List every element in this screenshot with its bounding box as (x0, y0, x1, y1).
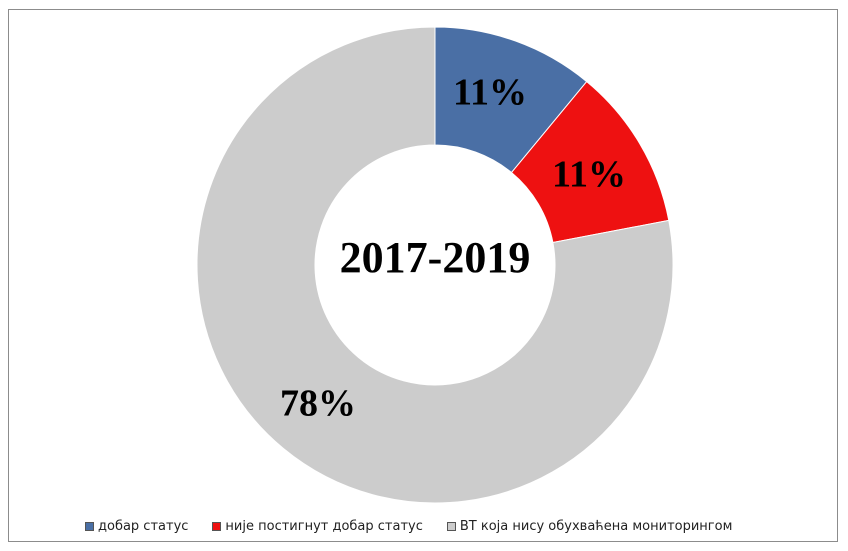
center-label: 2017-2019 (340, 233, 531, 282)
legend: добар статус није постигнут добар статус… (85, 516, 756, 536)
slice-label-2: 78% (280, 383, 356, 425)
legend-swatch-2 (446, 521, 456, 531)
legend-label-2: ВТ која нису обухваћена мониторингом (459, 518, 733, 534)
slice-label-1: 11% (552, 154, 626, 196)
legend-swatch-0 (85, 521, 94, 531)
donut-slice-2 (196, 26, 674, 504)
legend-label-1: није постигнут добар статус (225, 518, 423, 534)
legend-swatch-1 (212, 521, 222, 531)
legend-item-not-monitored: ВТ која нису обухваћена мониторингом (446, 518, 733, 534)
legend-item-good-status: добар статус (85, 519, 188, 534)
slice-label-0: 11% (453, 72, 527, 114)
legend-item-not-good-status: није постигнут добар статус (212, 518, 423, 534)
legend-label-0: добар статус (98, 518, 189, 534)
